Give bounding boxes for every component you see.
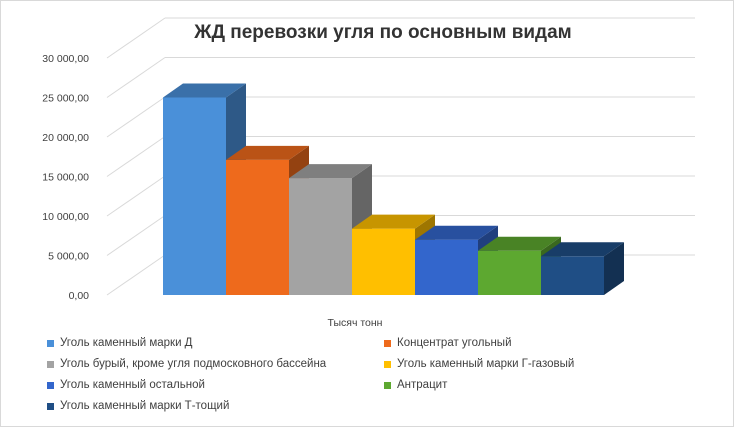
y-tick-label: 20 000,00 (42, 132, 89, 144)
legend-swatch (47, 360, 54, 368)
legend-swatch (47, 339, 54, 347)
legend-item: Концентрат угольный (384, 337, 512, 349)
bar-front (289, 178, 352, 295)
legend-label: Концентрат угольный (397, 337, 512, 349)
bar-front (415, 239, 478, 295)
bar-top (415, 225, 498, 240)
legend-label: Уголь бурый, кроме угля подмосковного ба… (60, 358, 327, 370)
bar-top (541, 242, 624, 257)
chart-title: ЖД перевозки угля по основным видам (193, 22, 571, 43)
legend-label: Уголь каменный марки Т-тощий (60, 400, 230, 412)
legend-label: Уголь каменный марки Г-газовый (397, 358, 575, 370)
bar-side (604, 242, 624, 295)
bar-top (289, 164, 372, 179)
gridline-diagonal (106, 17, 166, 59)
legend-item: Уголь каменный марки Д (47, 337, 192, 349)
y-tick-label: 15 000,00 (42, 172, 89, 184)
legend-swatch (384, 381, 391, 389)
legend-swatch (384, 339, 391, 347)
legend-item: Уголь каменный остальной (47, 379, 205, 391)
y-tick-label: 30 000,00 (42, 53, 89, 65)
legend-swatch (47, 402, 54, 410)
y-tick-label: 0,00 (69, 290, 90, 302)
legend-label: Антрацит (397, 379, 448, 391)
bar-top (226, 145, 309, 160)
bar-layer (163, 83, 624, 295)
bar-front (541, 256, 604, 295)
bar-front (352, 228, 415, 295)
gridline-diagonal (106, 57, 166, 98)
legend-swatch (384, 360, 391, 368)
legend-label: Уголь каменный марки Д (60, 337, 193, 349)
legend-item: Уголь каменный марки Т-тощий (47, 400, 229, 412)
gridline-diagonal (106, 96, 166, 138)
y-tick-layer: 0,00 5 000,00 10 000,00 15 000,00 20 000,00 2… (42, 53, 89, 302)
gridline-diagonal (106, 215, 166, 256)
x-axis-label: Тысяч тонн (328, 317, 383, 329)
gridline-diagonal (106, 254, 166, 296)
y-tick-label: 5 000,00 (48, 251, 89, 263)
y-tick-label: 10 000,00 (42, 211, 89, 223)
bar-front (226, 159, 289, 295)
bar-top (352, 214, 435, 229)
bar-front (163, 97, 226, 295)
gridline-diagonal (106, 136, 166, 177)
legend-swatch (47, 381, 54, 389)
legend-label: Уголь каменный остальной (60, 379, 205, 391)
gridline-diagonal (106, 175, 166, 217)
bar-front (478, 250, 541, 295)
legend-item: Уголь каменный марки Г-газовый (384, 358, 574, 370)
bar-top (163, 83, 246, 98)
y-tick-label: 25 000,00 (42, 93, 89, 105)
legend-item: Уголь бурый, кроме угля подмосковного ба… (47, 358, 326, 370)
bar-top (478, 236, 561, 251)
legend-item: Антрацит (384, 379, 447, 391)
